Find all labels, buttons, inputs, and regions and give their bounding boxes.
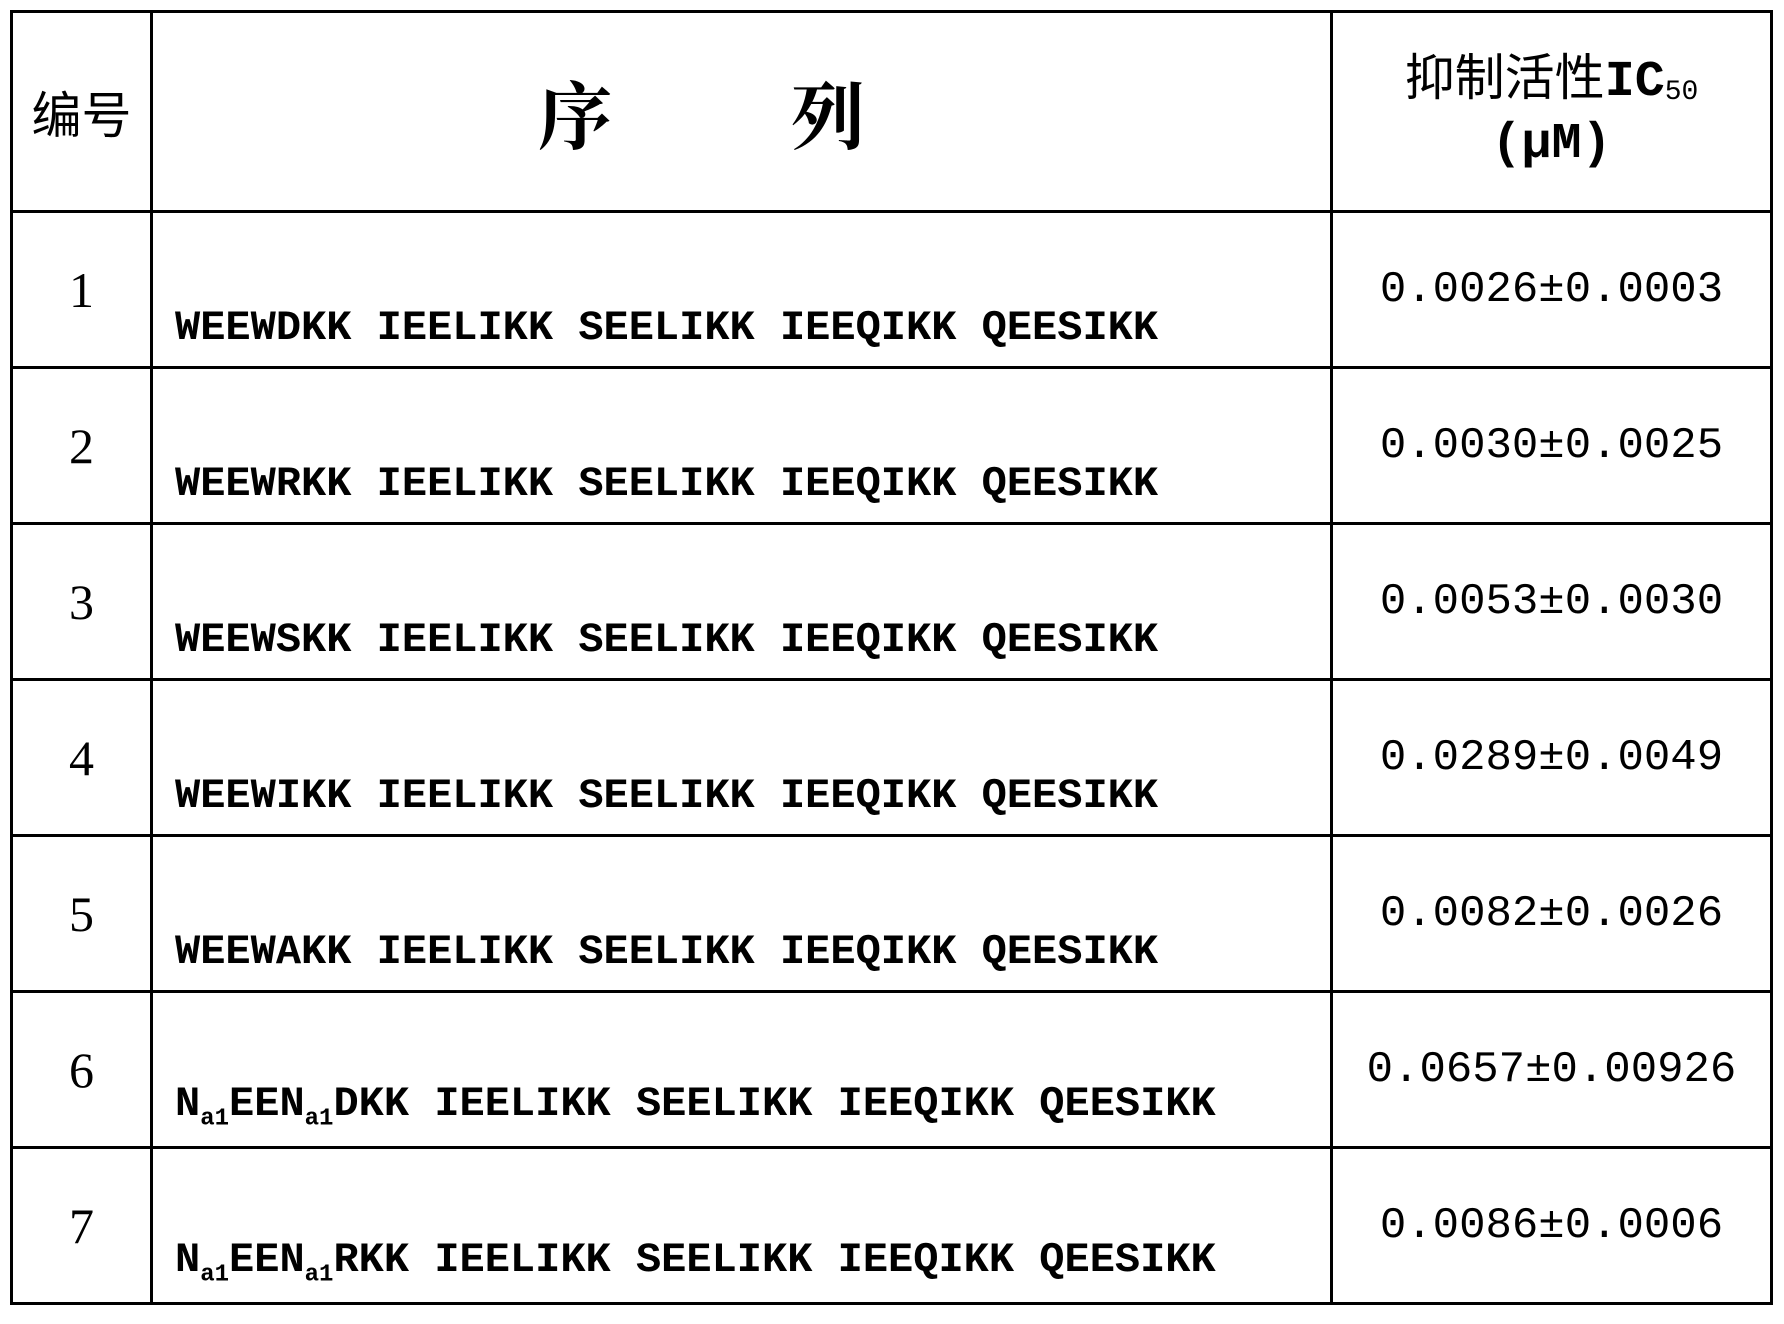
header-ic50-line1: 抑制活性 IC50	[1334, 47, 1769, 115]
cell-sequence: Na1EENa1RKK IEELIKK SEELIKK IEEQIKK QEES…	[152, 1148, 1332, 1304]
sequence-subscript: a1	[200, 1261, 229, 1288]
cell-ic50: 0.0289±0.0049	[1332, 680, 1772, 836]
header-ic50-line2: (μM)	[1334, 114, 1769, 177]
table-row: 2WEEWRKK IEELIKK SEELIKK IEEQIKK QEESIKK…	[12, 368, 1772, 524]
sequence-subscript: a1	[305, 1261, 334, 1288]
header-ic50: 抑制活性 IC50 (μM)	[1332, 12, 1772, 212]
sequence-subscript: a1	[305, 1105, 334, 1132]
cell-sequence: Na1EENa1DKK IEELIKK SEELIKK IEEQIKK QEES…	[152, 992, 1332, 1148]
cell-ic50: 0.0026±0.0003	[1332, 212, 1772, 368]
cell-number: 1	[12, 212, 152, 368]
cell-ic50: 0.0030±0.0025	[1332, 368, 1772, 524]
cell-number: 6	[12, 992, 152, 1148]
cell-number: 2	[12, 368, 152, 524]
header-ic50-sub: 50	[1665, 77, 1699, 108]
table-row: 6Na1EENa1DKK IEELIKK SEELIKK IEEQIKK QEE…	[12, 992, 1772, 1148]
cell-ic50: 0.0086±0.0006	[1332, 1148, 1772, 1304]
table-row: 1WEEWDKK IEELIKK SEELIKK IEEQIKK QEESIKK…	[12, 212, 1772, 368]
header-ic50-cn: 抑制活性	[1405, 47, 1605, 110]
table-row: 4WEEWIKK IEELIKK SEELIKK IEEQIKK QEESIKK…	[12, 680, 1772, 836]
cell-sequence: WEEWIKK IEELIKK SEELIKK IEEQIKK QEESIKK	[152, 680, 1332, 836]
table-row: 3WEEWSKK IEELIKK SEELIKK IEEQIKK QEESIKK…	[12, 524, 1772, 680]
cell-ic50: 0.0657±0.00926	[1332, 992, 1772, 1148]
header-sequence: 序 列	[152, 12, 1332, 212]
sequence-subscript: a1	[200, 1105, 229, 1132]
data-table: 编号 序 列 抑制活性 IC50 (μM) 1WEEWDKK IEELIKK S…	[10, 10, 1773, 1305]
cell-ic50: 0.0053±0.0030	[1332, 524, 1772, 680]
cell-number: 5	[12, 836, 152, 992]
table-header-row: 编号 序 列 抑制活性 IC50 (μM)	[12, 12, 1772, 212]
cell-sequence: WEEWDKK IEELIKK SEELIKK IEEQIKK QEESIKK	[152, 212, 1332, 368]
cell-sequence: WEEWSKK IEELIKK SEELIKK IEEQIKK QEESIKK	[152, 524, 1332, 680]
table-body: 1WEEWDKK IEELIKK SEELIKK IEEQIKK QEESIKK…	[12, 212, 1772, 1304]
table-row: 7Na1EENa1RKK IEELIKK SEELIKK IEEQIKK QEE…	[12, 1148, 1772, 1304]
cell-number: 3	[12, 524, 152, 680]
cell-sequence: WEEWAKK IEELIKK SEELIKK IEEQIKK QEESIKK	[152, 836, 1332, 992]
table-wrapper: 编号 序 列 抑制活性 IC50 (μM) 1WEEWDKK IEELIKK S…	[0, 0, 1784, 1315]
cell-ic50: 0.0082±0.0026	[1332, 836, 1772, 992]
header-ic50-sym: IC	[1605, 54, 1665, 111]
cell-sequence: WEEWRKK IEELIKK SEELIKK IEEQIKK QEESIKK	[152, 368, 1332, 524]
header-number: 编号	[12, 12, 152, 212]
cell-number: 7	[12, 1148, 152, 1304]
table-row: 5WEEWAKK IEELIKK SEELIKK IEEQIKK QEESIKK…	[12, 836, 1772, 992]
cell-number: 4	[12, 680, 152, 836]
